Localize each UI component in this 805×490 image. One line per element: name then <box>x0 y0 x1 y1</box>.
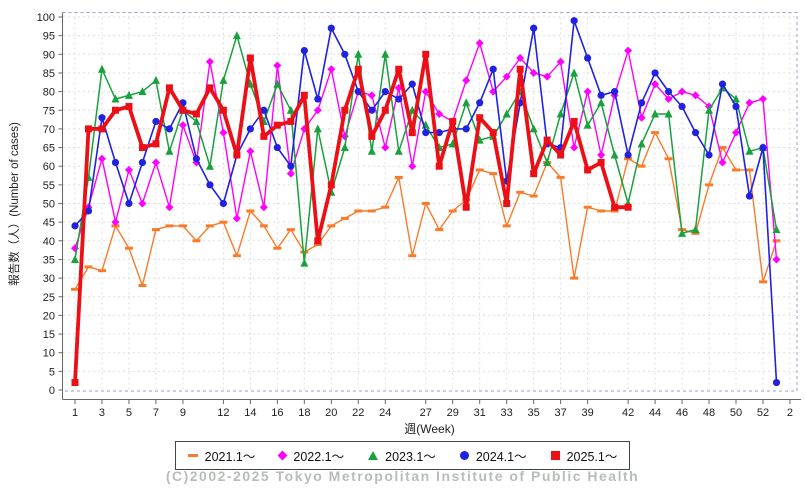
svg-text:95: 95 <box>43 31 55 43</box>
svg-text:100: 100 <box>37 12 55 24</box>
svg-text:25: 25 <box>43 292 55 304</box>
chart-canvas: 0510152025303540455055606570758085909510… <box>37 12 801 419</box>
legend-label: 2022.1～ <box>293 450 345 464</box>
svg-text:31: 31 <box>474 407 486 419</box>
svg-text:5: 5 <box>49 366 55 378</box>
svg-text:33: 33 <box>501 407 513 419</box>
svg-text:29: 29 <box>447 407 459 419</box>
series-20251 <box>71 50 632 387</box>
svg-text:50: 50 <box>43 199 55 211</box>
svg-text:7: 7 <box>153 407 159 419</box>
legend-item-20241: 2024.1～ <box>459 446 527 465</box>
svg-text:10: 10 <box>43 348 55 360</box>
svg-text:5: 5 <box>126 407 132 419</box>
svg-text:50: 50 <box>730 407 742 419</box>
circle-marker-icon <box>459 451 469 460</box>
legend-item-20221: 2022.1～ <box>277 446 345 465</box>
svg-text:45: 45 <box>43 217 55 229</box>
svg-text:55: 55 <box>43 180 55 192</box>
x-axis-title: 週(Week) <box>404 422 455 436</box>
svg-text:44: 44 <box>649 407 661 419</box>
legend-item-20211: 2021.1～ <box>187 446 256 465</box>
svg-text:12: 12 <box>217 407 229 419</box>
axes <box>62 12 801 400</box>
gridlines <box>63 12 797 391</box>
svg-text:39: 39 <box>581 407 593 419</box>
copyright-footer: (C)2002-2025 Tokyo Metropolitan Institut… <box>165 468 640 484</box>
svg-text:1: 1 <box>72 407 78 419</box>
square-marker-icon <box>550 451 560 460</box>
y-tick-labels: 0 5 10 15 20 25 30 35 40 45 50 55 60 65 70 75 80 85 90 95 10… <box>37 12 63 397</box>
svg-text:3: 3 <box>99 407 105 419</box>
legend-item-20231: 2023.1～ <box>368 446 436 465</box>
svg-text:20: 20 <box>325 407 337 419</box>
svg-text:70: 70 <box>43 124 55 136</box>
hbar-marker-icon <box>187 454 198 457</box>
svg-text:37: 37 <box>555 407 567 419</box>
series-20211 <box>71 131 781 291</box>
svg-text:40: 40 <box>43 236 55 248</box>
svg-text:0: 0 <box>49 385 55 397</box>
y-axis-title: 報告数（人）(Number of cases) <box>9 122 21 286</box>
svg-text:2: 2 <box>787 407 793 419</box>
legend-label: 2021.1～ <box>204 450 256 464</box>
svg-text:75: 75 <box>43 105 55 117</box>
svg-text:24: 24 <box>379 407 391 419</box>
svg-text:80: 80 <box>43 87 55 99</box>
legend: 2021.1～ 2022.1～ 2023.1～ 2024.1～ 2025.1～ <box>0 441 805 470</box>
svg-text:48: 48 <box>703 407 715 419</box>
svg-text:52: 52 <box>757 407 769 419</box>
svg-text:22: 22 <box>352 407 364 419</box>
svg-text:65: 65 <box>43 143 55 155</box>
svg-text:42: 42 <box>622 407 634 419</box>
legend-item-20251: 2025.1～ <box>550 446 618 465</box>
svg-text:9: 9 <box>180 407 186 419</box>
svg-text:20: 20 <box>43 310 55 322</box>
svg-text:30: 30 <box>43 273 55 285</box>
svg-text:90: 90 <box>43 49 55 61</box>
svg-text:15: 15 <box>43 329 55 341</box>
svg-text:14: 14 <box>244 407 256 419</box>
svg-text:60: 60 <box>43 161 55 173</box>
svg-text:16: 16 <box>271 407 283 419</box>
svg-text:35: 35 <box>43 254 55 266</box>
triangle-marker-icon <box>368 451 379 460</box>
svg-text:35: 35 <box>528 407 540 419</box>
legend-label: 2023.1～ <box>385 450 436 464</box>
svg-text:27: 27 <box>420 407 432 419</box>
svg-text:85: 85 <box>43 68 55 80</box>
x-tick-labels: 1 3 5 7 9 12 14 16 18 20 22 24 27 29 31 33 35 37 39 42 44 46 4… <box>72 399 793 419</box>
legend-label: 2024.1～ <box>475 450 527 464</box>
svg-text:46: 46 <box>676 407 688 419</box>
svg-text:18: 18 <box>298 407 310 419</box>
legend-label: 2025.1～ <box>566 450 618 464</box>
diamond-marker-icon <box>277 450 288 461</box>
